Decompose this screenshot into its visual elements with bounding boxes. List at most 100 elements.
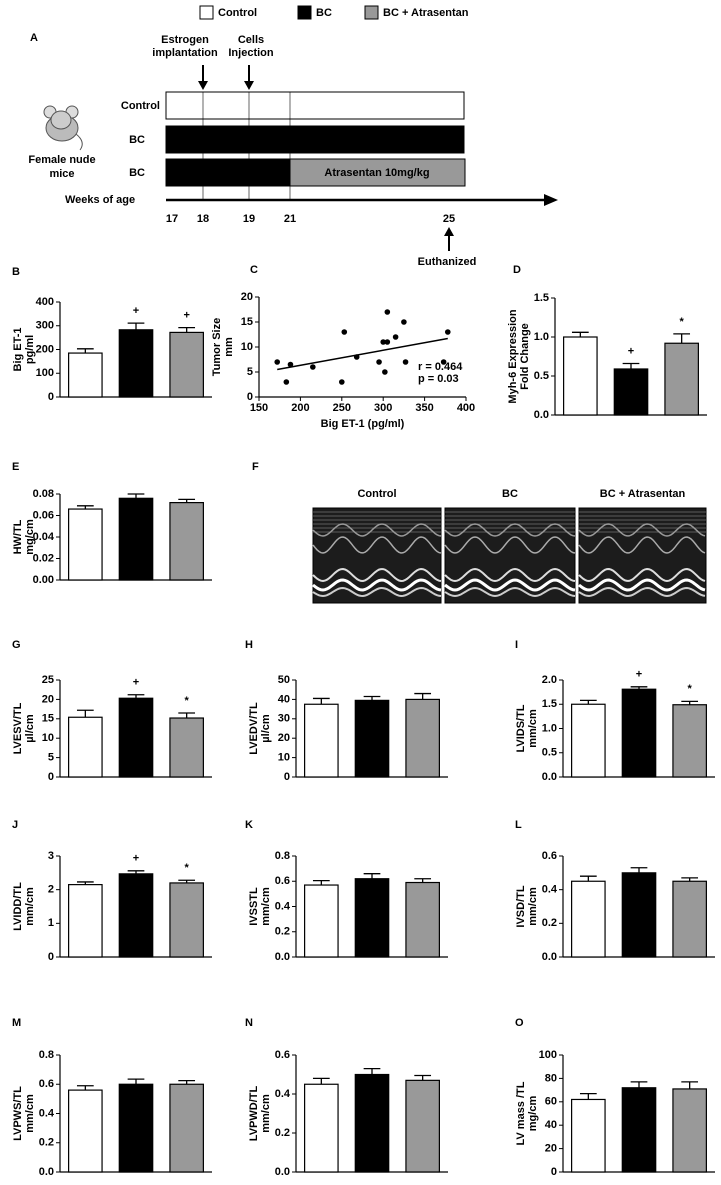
y-tick-label: 3 bbox=[48, 850, 54, 862]
annotation: r = 0.464 bbox=[418, 361, 463, 373]
bar bbox=[571, 1098, 606, 1173]
y-tick-label: 0.8 bbox=[275, 850, 290, 862]
point bbox=[440, 359, 447, 365]
point bbox=[402, 359, 409, 365]
y-tick-label: 5 bbox=[48, 752, 54, 764]
y-tick-label: 0.6 bbox=[275, 875, 290, 887]
y-axis-label: Fold Change bbox=[519, 323, 531, 390]
panel-label: G bbox=[12, 639, 21, 651]
y-tick-label: 0.0 bbox=[542, 951, 557, 963]
bar bbox=[304, 884, 339, 958]
y-tick-label: 0.2 bbox=[275, 926, 290, 938]
bar bbox=[621, 872, 657, 958]
point bbox=[444, 329, 451, 335]
y-axis-label: LVPWS/TL bbox=[12, 1086, 24, 1141]
y-axis-label: mm/cm bbox=[260, 1094, 272, 1133]
y-axis-label: LVPWD/TL bbox=[248, 1086, 260, 1142]
panel-label: B bbox=[12, 266, 20, 278]
y-tick-label: 0.6 bbox=[542, 850, 557, 862]
y-tick-label: 25 bbox=[42, 674, 54, 686]
event-label: implantation bbox=[152, 47, 218, 59]
arrowhead bbox=[244, 81, 254, 90]
y-tick-label: 0.2 bbox=[39, 1137, 54, 1149]
event-label: Injection bbox=[228, 47, 274, 59]
y-tick-label: 0.6 bbox=[39, 1078, 54, 1090]
echo-trace bbox=[444, 567, 576, 583]
treatment-label: Atrasentan 10mg/kg bbox=[324, 167, 429, 179]
y-tick-label: 0.0 bbox=[534, 409, 549, 421]
y-tick-label: 0 bbox=[247, 391, 253, 403]
y-tick-label: 30 bbox=[278, 713, 290, 725]
y-tick-label: 0.04 bbox=[33, 531, 55, 543]
y-axis-label: LVEDV/TL bbox=[248, 702, 260, 755]
y-tick-label: 1.5 bbox=[534, 292, 549, 304]
point bbox=[376, 359, 382, 365]
y-tick-label: 0 bbox=[284, 771, 290, 783]
bar bbox=[304, 703, 339, 778]
y-tick-label: 50 bbox=[278, 674, 290, 686]
bar bbox=[118, 873, 154, 958]
y-axis-label: LVESV/TL bbox=[12, 702, 24, 754]
x-tick-label: 350 bbox=[415, 402, 433, 414]
y-tick-label: 20 bbox=[241, 291, 253, 303]
y-tick-label: 300 bbox=[36, 320, 54, 332]
legend-label: BC bbox=[316, 7, 332, 19]
point bbox=[274, 359, 281, 365]
panel-label: A bbox=[30, 32, 38, 44]
echo-trace bbox=[312, 536, 442, 554]
y-tick-label: 10 bbox=[278, 752, 290, 764]
y-tick-label: 10 bbox=[241, 341, 253, 353]
bar bbox=[118, 329, 154, 398]
y-axis-label: HW/TL bbox=[12, 519, 24, 554]
group-bar bbox=[165, 91, 465, 120]
bar bbox=[68, 1089, 103, 1173]
bar bbox=[68, 884, 103, 958]
legend-swatch bbox=[364, 5, 379, 20]
y-tick-label: 10 bbox=[42, 732, 54, 744]
y-tick-label: 0.00 bbox=[33, 574, 54, 586]
bar bbox=[169, 717, 204, 778]
point bbox=[310, 364, 316, 370]
y-tick-label: 0.6 bbox=[275, 1049, 290, 1061]
significance-marker: * bbox=[185, 862, 190, 874]
y-axis-label: IVSSTL bbox=[248, 887, 260, 926]
legend-swatch bbox=[297, 5, 312, 20]
y-tick-label: 0.4 bbox=[275, 900, 291, 912]
y-tick-label: 5 bbox=[247, 366, 253, 378]
point bbox=[384, 309, 391, 315]
panel-label: E bbox=[12, 461, 19, 473]
y-tick-label: 1.0 bbox=[542, 722, 557, 734]
bar bbox=[354, 699, 390, 778]
echo-trace bbox=[312, 586, 442, 598]
x-tick-label: 200 bbox=[291, 402, 309, 414]
y-tick-label: 0.5 bbox=[534, 370, 549, 382]
y-tick-label: 100 bbox=[539, 1049, 557, 1061]
y-tick-label: 20 bbox=[42, 693, 54, 705]
fit-line bbox=[277, 337, 448, 371]
y-tick-label: 0.0 bbox=[39, 1166, 54, 1178]
arrowhead bbox=[198, 81, 208, 90]
event-label: Estrogen bbox=[161, 34, 209, 46]
y-tick-label: 400 bbox=[36, 296, 54, 308]
image-label: BC + Atrasentan bbox=[600, 488, 686, 500]
bar bbox=[672, 704, 707, 778]
panel-label: J bbox=[12, 819, 18, 831]
y-tick-label: 0.0 bbox=[275, 1166, 290, 1178]
panel-label: C bbox=[250, 264, 258, 276]
mouse-icon bbox=[43, 105, 83, 151]
image-label: Control bbox=[357, 488, 396, 500]
row-label: Control bbox=[121, 100, 160, 112]
bar bbox=[68, 352, 103, 398]
echo-trace bbox=[578, 586, 706, 598]
bar bbox=[672, 880, 707, 958]
y-axis-label: Big ET-1 bbox=[12, 327, 24, 371]
y-axis-label: LVIDS/TL bbox=[515, 704, 527, 752]
bar bbox=[118, 497, 154, 581]
echo-image bbox=[578, 507, 707, 604]
bar bbox=[405, 698, 440, 778]
legend-label: Control bbox=[218, 7, 257, 19]
y-tick-label: 0.8 bbox=[39, 1049, 54, 1061]
y-axis-label: mm/cm bbox=[260, 887, 272, 926]
y-tick-label: 0.2 bbox=[542, 917, 557, 929]
